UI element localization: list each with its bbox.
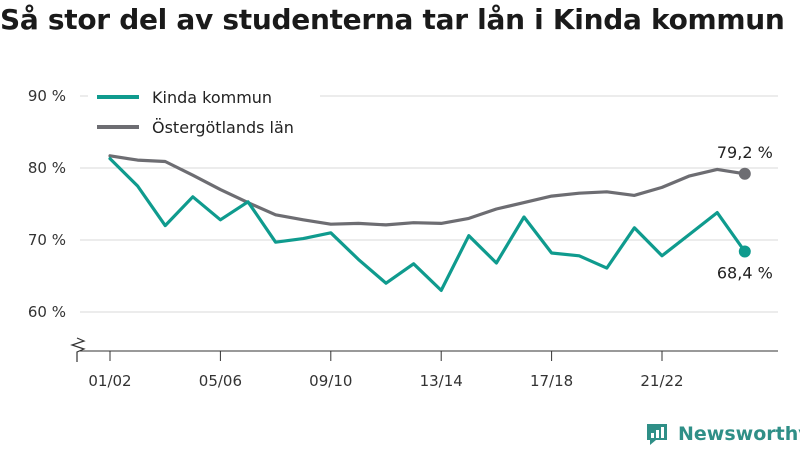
axis-break-icon	[70, 337, 86, 362]
series-lines	[108, 154, 747, 292]
legend-label-ostergotland: Östergötlands län	[152, 118, 294, 137]
end-label-kinda: 68,4 %	[717, 264, 773, 283]
y-tick-label: 80 %	[28, 159, 66, 177]
x-tick-label: 13/14	[420, 372, 463, 390]
x-tick-label: 05/06	[199, 372, 242, 390]
y-tick-label: 60 %	[28, 303, 66, 321]
legend: Kinda kommun Östergötlands län	[88, 82, 320, 144]
end-marker-ostergotland	[738, 167, 751, 180]
legend-background	[88, 82, 320, 144]
end-markers: 79,2 % 68,4 %	[717, 143, 773, 283]
newsworthy-logo-icon	[647, 424, 667, 445]
y-tick-label: 90 %	[28, 87, 66, 105]
x-tick-label: 21/22	[640, 372, 683, 390]
brand: Newsworthy	[644, 419, 800, 449]
series-line-kinda	[108, 157, 747, 292]
x-axis	[70, 337, 778, 362]
end-marker-kinda	[738, 245, 751, 258]
x-tick-label: 17/18	[530, 372, 573, 390]
x-axis-ticks: 01/02 05/06 09/10 13/14 17/18 21/22	[88, 351, 684, 390]
x-tick-label: 09/10	[309, 372, 352, 390]
legend-label-kinda: Kinda kommun	[152, 88, 272, 107]
chart-title: Så stor del av studenterna tar lån i Kin…	[0, 3, 785, 36]
end-label-ostergotland: 79,2 %	[717, 143, 773, 162]
y-axis-ticks: 60 % 70 % 80 % 90 %	[28, 87, 66, 321]
y-tick-label: 70 %	[28, 231, 66, 249]
brand-name: Newsworthy	[678, 423, 800, 445]
series-line-ostergotland	[108, 154, 747, 227]
x-tick-label: 01/02	[88, 372, 131, 390]
